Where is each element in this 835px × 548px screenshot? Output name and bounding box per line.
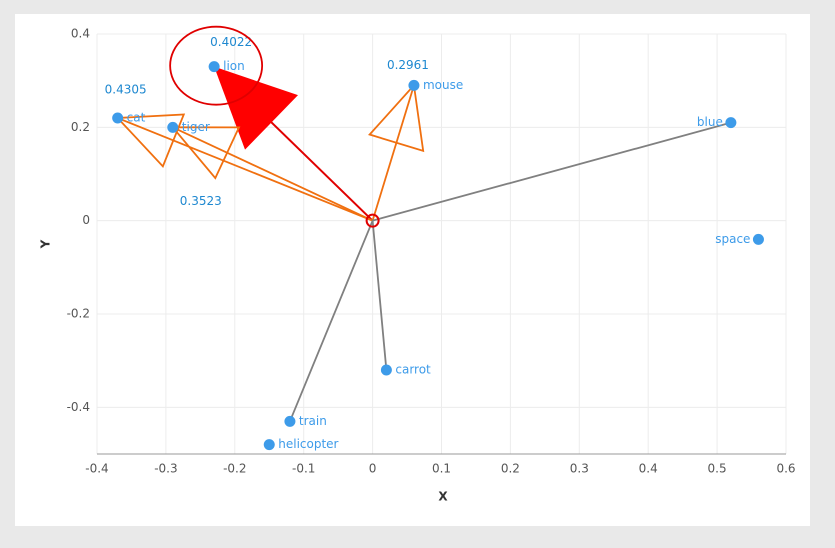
point	[112, 112, 124, 124]
vector	[117, 117, 373, 222]
x-tick-label: 0.4	[639, 462, 658, 476]
y-tick-label: 0.4	[71, 27, 90, 41]
point-label: carrot	[395, 363, 431, 377]
arrow-head	[170, 126, 241, 180]
point	[284, 415, 296, 427]
x-tick-label: 0.3	[570, 462, 589, 476]
y-tick-label: 0.2	[71, 120, 90, 134]
point-label: tiger	[182, 120, 210, 134]
arrow-head	[368, 83, 425, 153]
vector	[289, 220, 374, 422]
x-tick-label: 0.6	[776, 462, 795, 476]
vector	[371, 85, 415, 221]
point-label: train	[299, 414, 327, 428]
x-tick-label: -0.3	[154, 462, 177, 476]
similarity-label: 0.2961	[387, 58, 429, 72]
point	[167, 121, 179, 133]
vector	[372, 121, 732, 222]
point-label: mouse	[423, 78, 463, 92]
point	[263, 439, 275, 451]
point	[380, 364, 392, 376]
point-label: blue	[697, 115, 723, 129]
x-tick-label: 0.5	[708, 462, 727, 476]
origin-marker	[365, 213, 380, 228]
y-tick-label: 0	[82, 213, 90, 227]
x-tick-label: -0.1	[292, 462, 315, 476]
x-tick-label: -0.4	[85, 462, 108, 476]
point-label: cat	[127, 111, 146, 125]
highlight-ellipse	[169, 25, 264, 106]
point-label: space	[715, 232, 750, 246]
point	[408, 79, 420, 91]
chart-panel	[15, 14, 810, 526]
vector	[371, 220, 388, 371]
x-tick-label: 0	[369, 462, 377, 476]
arrow-head	[115, 113, 186, 169]
similarity-label: 0.4022	[210, 35, 252, 49]
x-tick-label: -0.2	[223, 462, 246, 476]
x-axis-label: X	[438, 490, 448, 504]
y-tick-label: -0.4	[67, 400, 90, 414]
point-label: helicopter	[278, 437, 338, 451]
y-tick-label: -0.2	[67, 307, 90, 321]
similarity-label: 0.4305	[105, 83, 147, 97]
point-label: lion	[223, 59, 245, 73]
vector	[172, 126, 373, 222]
point	[208, 61, 220, 73]
arrow-head	[214, 66, 298, 150]
point	[725, 117, 737, 129]
similarity-label: 0.3523	[180, 194, 222, 208]
point	[752, 233, 764, 245]
x-tick-label: 0.1	[432, 462, 451, 476]
x-tick-label: 0.2	[501, 462, 520, 476]
y-axis-label: Y	[39, 239, 53, 249]
